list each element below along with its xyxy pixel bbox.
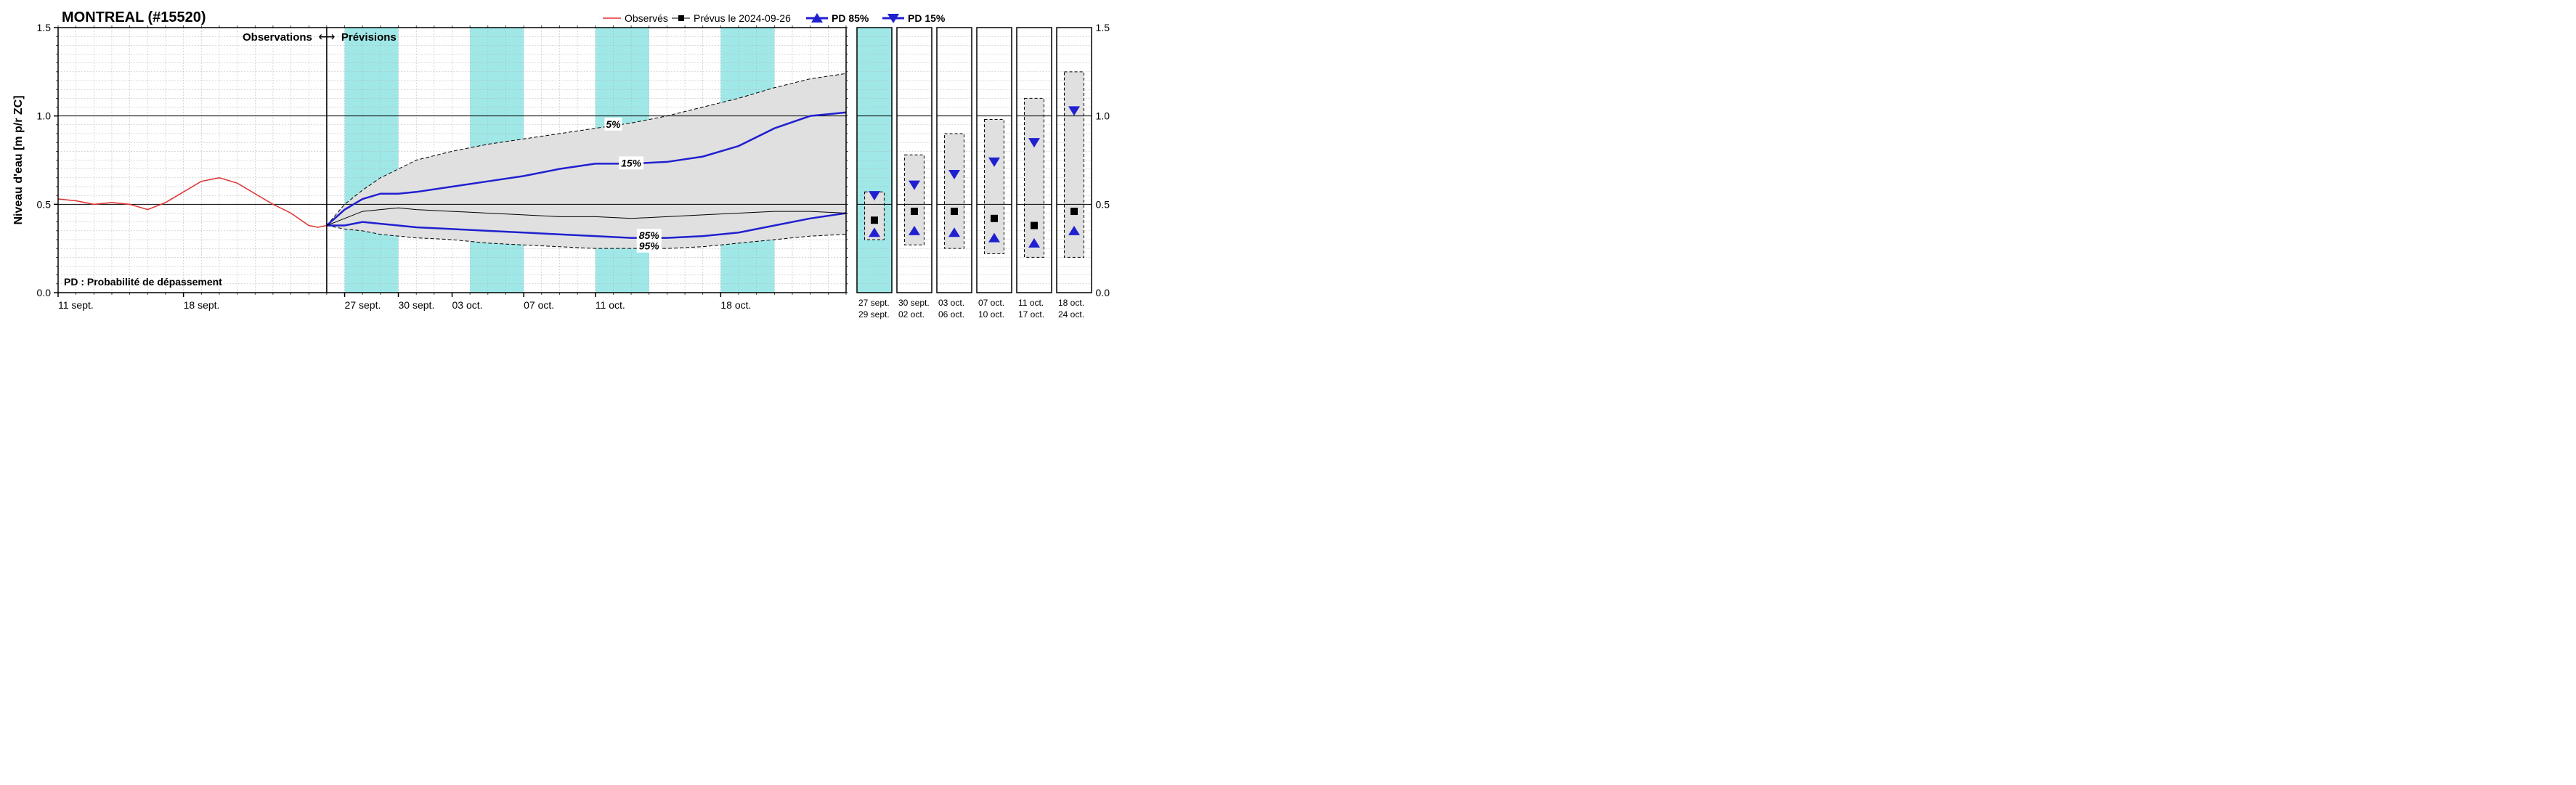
y-axis-label: Niveau d'eau [m p/r ZC] bbox=[12, 95, 25, 224]
panel-date-start: 18 oct. bbox=[1058, 298, 1084, 308]
previsions-label: Prévisions bbox=[341, 31, 397, 44]
x-tick-label: 18 sept. bbox=[184, 299, 220, 311]
y-tick-label: 1.5 bbox=[37, 22, 52, 33]
pct-label: 15% bbox=[621, 157, 642, 168]
panel-date-end: 10 oct. bbox=[978, 309, 1004, 320]
pct-label: 95% bbox=[639, 240, 660, 252]
y-tick-label-right: 1.5 bbox=[1096, 22, 1110, 33]
y-tick-label-right: 0.5 bbox=[1096, 198, 1110, 210]
x-tick-label: 27 sept. bbox=[345, 299, 381, 311]
panel-envelope bbox=[1025, 98, 1044, 257]
y-tick-label: 0.0 bbox=[37, 287, 52, 298]
y-tick-label: 1.0 bbox=[37, 110, 52, 122]
panel-date-start: 03 oct. bbox=[938, 298, 964, 308]
x-tick-label: 07 oct. bbox=[524, 299, 554, 311]
double-arrow-icon: ⟷ bbox=[318, 31, 335, 44]
panel-date-start: 30 sept. bbox=[898, 298, 930, 308]
panel-date-end: 29 sept. bbox=[858, 309, 890, 320]
observations-label: Observations bbox=[243, 31, 312, 44]
panel-forecast-marker bbox=[1070, 208, 1078, 215]
chart-container: 5%15%85%95%0.00.51.01.511 sept.18 sept.2… bbox=[7, 7, 1111, 338]
x-tick-label: 30 sept. bbox=[399, 299, 435, 311]
panel-forecast-marker bbox=[911, 208, 918, 215]
panel-forecast-marker bbox=[991, 215, 998, 222]
panel-date-end: 24 oct. bbox=[1058, 309, 1084, 320]
x-tick-label: 11 sept. bbox=[58, 299, 94, 311]
legend-pd15: PD 15% bbox=[908, 12, 946, 24]
panel-forecast-marker bbox=[951, 208, 958, 215]
panel-date-start: 07 oct. bbox=[978, 298, 1004, 308]
panel-date-start: 27 sept. bbox=[858, 298, 890, 308]
panel-date-end: 06 oct. bbox=[938, 309, 964, 320]
legend-observed: Observés bbox=[625, 12, 668, 24]
chart-title: MONTREAL (#15520) bbox=[62, 9, 206, 25]
x-tick-label: 11 oct. bbox=[596, 299, 625, 311]
panel-forecast-marker bbox=[871, 216, 878, 224]
panel-forecast-marker bbox=[1031, 222, 1038, 229]
y-tick-label: 0.5 bbox=[37, 198, 52, 210]
panel-date-start: 11 oct. bbox=[1018, 298, 1044, 308]
panel-date-end: 17 oct. bbox=[1018, 309, 1044, 320]
water-level-chart: 5%15%85%95%0.00.51.01.511 sept.18 sept.2… bbox=[7, 7, 1111, 338]
y-tick-label-right: 1.0 bbox=[1096, 110, 1110, 122]
pd-note: PD : Probabilité de dépassement bbox=[64, 276, 222, 288]
pct-label: 5% bbox=[606, 118, 621, 130]
panel-date-end: 02 oct. bbox=[898, 309, 925, 320]
x-tick-label: 03 oct. bbox=[452, 299, 483, 311]
y-tick-label-right: 0.0 bbox=[1096, 287, 1110, 298]
legend-pd85: PD 85% bbox=[832, 12, 869, 24]
legend-forecast: Prévus le 2024-09-26 bbox=[694, 12, 791, 24]
x-tick-label: 18 oct. bbox=[720, 299, 751, 311]
